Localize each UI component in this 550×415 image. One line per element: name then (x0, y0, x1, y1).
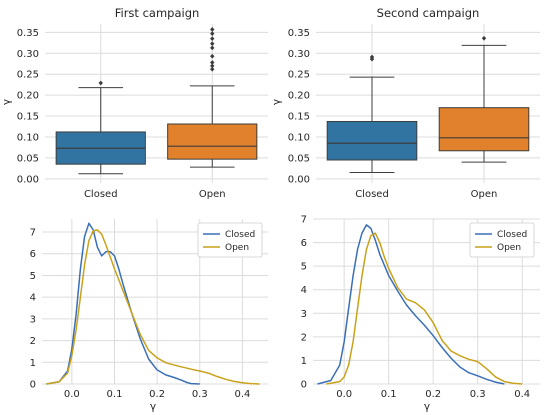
iqr-box (438, 107, 530, 152)
density-line-open (46, 229, 260, 385)
y-tick-label: 7 (301, 215, 307, 226)
y-tick-label: 3 (30, 314, 36, 325)
y-tick-label: 6 (30, 249, 36, 260)
outlier-point (210, 60, 215, 65)
y-tick-label: 0.05 (288, 153, 310, 164)
y-tick-label: 0.10 (17, 132, 39, 143)
x-tick-label: 0.3 (470, 389, 486, 400)
outlier-point (369, 54, 375, 60)
x-axis-label: γ (150, 401, 156, 413)
outlier-point (210, 45, 215, 51)
y-tick-label: 6 (301, 238, 307, 249)
outlier-point (210, 31, 215, 37)
x-tick-label: Open (199, 189, 226, 200)
y-tick-label: 0.35 (288, 28, 310, 39)
x-axis-label: γ (424, 401, 430, 413)
outlier-point (481, 35, 487, 41)
density-line-closed (46, 222, 200, 385)
y-axis-label: γ (271, 99, 283, 105)
x-tick-label: 0.1 (381, 389, 397, 400)
y-tick-label: 0.00 (17, 174, 39, 185)
y-tick-label: 0.25 (288, 70, 310, 81)
outlier-point (210, 36, 215, 42)
chart-title: Second campaign (377, 6, 480, 20)
y-tick-label: 5 (30, 271, 36, 282)
x-tick-label: 0.1 (107, 389, 123, 400)
legend-frame (469, 222, 535, 258)
legend-label-closed: Closed (497, 230, 527, 240)
legend: Closed Open (469, 222, 535, 258)
y-tick-label: 4 (301, 285, 307, 296)
y-tick-label: 3 (301, 309, 307, 320)
outlier-point (210, 27, 215, 32)
y-tick-label: 0.20 (17, 91, 39, 102)
iqr-box (326, 120, 418, 161)
x-tick-label: Closed (84, 189, 118, 200)
outlier-point (210, 63, 215, 69)
legend-label-open: Open (497, 243, 521, 253)
y-tick-label: 0.00 (288, 174, 310, 185)
density-line-closed (317, 224, 505, 385)
y-tick-label: 2 (30, 336, 36, 347)
x-tick-label: 0.0 (336, 389, 352, 400)
x-tick-label: 0.0 (64, 389, 80, 400)
y-tick-label: 0 (30, 380, 36, 391)
box-closed (55, 80, 146, 175)
legend-frame (197, 222, 263, 258)
outlier-point (210, 66, 215, 72)
x-tick-label: 0.3 (192, 389, 208, 400)
y-tick-label: 0.35 (17, 28, 39, 39)
x-tick-label: Closed (355, 189, 389, 200)
box-open (167, 27, 258, 168)
y-tick-label: 0.20 (288, 91, 310, 102)
chart-title: First campaign (115, 6, 200, 20)
y-axis-label: γ (1, 99, 13, 105)
x-tick-label: Open (471, 189, 498, 200)
second-campaign-box-plot: Second campaign γ 0.00 0.05 0.10 0.15 0.20 0.… (271, 6, 540, 200)
x-tick-label: 0.2 (149, 389, 165, 400)
outlier-point (210, 53, 215, 59)
y-tick-label: 0.10 (288, 132, 310, 143)
y-tick-label: 1 (301, 356, 307, 367)
y-tick-label: 0.05 (17, 153, 39, 164)
iqr-box (167, 123, 258, 160)
legend: Closed Open (197, 222, 263, 258)
box-closed (326, 54, 418, 174)
x-tick-label: 0.4 (234, 389, 250, 400)
y-tick-label: 5 (301, 262, 307, 273)
legend-label-open: Open (225, 243, 249, 253)
first-campaign-density-plot: γ 0 1 2 3 4 5 6 7 0.0 0.1 0.2 0.3 0.4 Closed Open (30, 219, 268, 413)
second-campaign-density-plot: γ 0 1 2 3 4 5 6 7 0.0 0.1 0.2 0.3 0.4 Closed Open (301, 215, 540, 413)
x-tick-label: 0.2 (425, 389, 441, 400)
x-tick-label: 0.4 (514, 389, 530, 400)
first-campaign-box-plot: First campaign γ 0.00 0.05 0.10 0.15 0.20 0.2… (1, 6, 268, 200)
density-line-open (326, 232, 523, 385)
y-tick-label: 0.30 (17, 49, 39, 60)
y-tick-label: 0.15 (288, 112, 310, 123)
y-tick-label: 0.30 (288, 49, 310, 60)
y-tick-label: 2 (301, 332, 307, 343)
outlier-point (98, 80, 103, 86)
legend-label-closed: Closed (225, 230, 255, 240)
y-tick-label: 4 (30, 293, 36, 304)
y-tick-label: 7 (30, 228, 36, 239)
y-tick-label: 0 (301, 380, 307, 391)
y-tick-label: 1 (30, 358, 36, 369)
box-open (438, 35, 530, 163)
outlier-point (210, 41, 215, 47)
y-tick-label: 0.15 (17, 112, 39, 123)
y-tick-label: 0.25 (17, 70, 39, 81)
